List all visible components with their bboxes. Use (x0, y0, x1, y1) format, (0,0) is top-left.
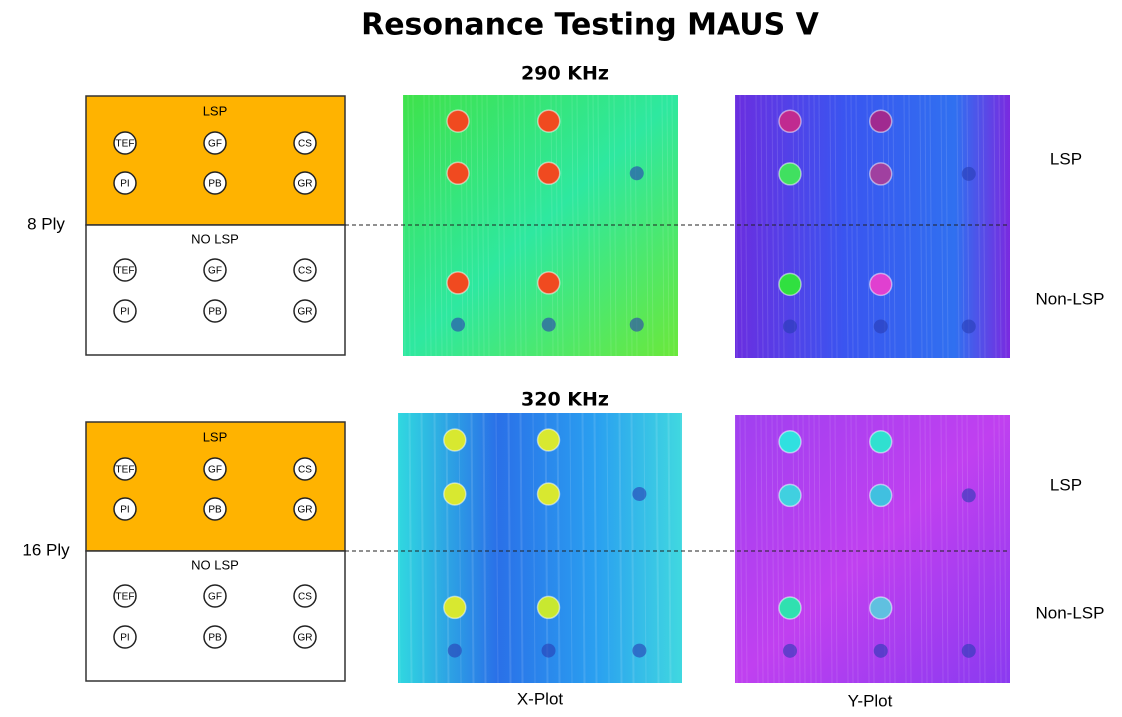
y-plot-image-spot (874, 319, 888, 333)
x-plot-image-spot (444, 483, 466, 505)
specimen-label: PB (208, 633, 222, 644)
x-plot-image-spot (538, 596, 560, 618)
specimen-label: PB (208, 505, 222, 516)
x-plot-image-spot (447, 110, 469, 132)
specimen-label: CS (298, 465, 312, 476)
x-plot-image-spot (447, 162, 469, 184)
diagram-bottom-label: NO LSP (191, 557, 239, 572)
y-plot-image-spot (870, 597, 892, 619)
specimen-label: TEF (116, 139, 135, 150)
y-plot-image-spot (874, 644, 888, 658)
y-plot-image-spot (779, 110, 801, 132)
y-plot-image-spot (870, 163, 892, 185)
x-plot-image-spot (538, 110, 560, 132)
row-label: Non-LSP (1036, 289, 1105, 308)
x-plot-image-spot (542, 644, 556, 658)
frequency-label: 320 KHz (521, 389, 609, 411)
y-plot-image-spot (779, 163, 801, 185)
page: {"title": "Resonance Testing MAUS V", "p… (0, 0, 1122, 712)
x-plot-image-spot (447, 272, 469, 294)
y-plot-image-spot (779, 597, 801, 619)
ply-label: 16 Ply (22, 540, 70, 559)
y-plot-label: Y-Plot (848, 691, 893, 710)
x-plot-image-spot (630, 318, 644, 332)
x-plot-image-spot (632, 644, 646, 658)
y-plot-image-spot (870, 273, 892, 295)
y-plot-image-spot (779, 431, 801, 453)
x-plot-image-spot (451, 318, 465, 332)
specimen-label: CS (298, 266, 312, 277)
diagram-top-label: LSP (203, 103, 228, 118)
row-label: Non-LSP (1036, 603, 1105, 622)
x-plot-label: X-Plot (517, 689, 564, 708)
specimen-label: PI (120, 505, 129, 516)
x-plot-image-spot (448, 644, 462, 658)
specimen-label: TEF (116, 266, 135, 277)
specimen-label: PB (208, 307, 222, 318)
y-plot-image-spot (870, 484, 892, 506)
specimen-label: GF (208, 266, 222, 277)
specimen-label: PI (120, 633, 129, 644)
specimen-label: GR (298, 307, 313, 318)
x-plot-image-spot (444, 596, 466, 618)
specimen-label: CS (298, 139, 312, 150)
x-plot-image-spot (444, 429, 466, 451)
row-label: LSP (1050, 149, 1082, 168)
specimen-label: CS (298, 592, 312, 603)
y-plot-image-spot (779, 273, 801, 295)
x-plot-image-spot (542, 318, 556, 332)
x-plot-image-spot (538, 429, 560, 451)
specimen-label: GR (298, 633, 313, 644)
x-plot-image-spot (630, 166, 644, 180)
y-plot-image-spot (779, 484, 801, 506)
y-plot-image-spot (870, 110, 892, 132)
specimen-label: PI (120, 179, 129, 190)
x-plot-image-spot (632, 487, 646, 501)
y-plot-image-spot (962, 644, 976, 658)
title: Resonance Testing MAUS V (361, 8, 820, 43)
x-plot-image-spot (538, 162, 560, 184)
specimen-label: PB (208, 179, 222, 190)
y-plot-image-spot (783, 644, 797, 658)
y-plot-image-spot (962, 167, 976, 181)
y-plot-image-spot (962, 488, 976, 502)
specimen-label: GF (208, 592, 222, 603)
specimen-label: GR (298, 179, 313, 190)
y-plot-image-spot (962, 319, 976, 333)
frequency-label: 290 KHz (521, 63, 609, 85)
diagram-top-label: LSP (203, 429, 228, 444)
y-plot-image-spot (783, 319, 797, 333)
x-plot-image (398, 413, 682, 683)
specimen-label: GF (208, 139, 222, 150)
ply-label: 8 Ply (27, 214, 65, 233)
x-plot-image-spot (538, 272, 560, 294)
figure: Resonance Testing MAUS V X-Plot Y-Plot 2… (0, 0, 1122, 712)
specimen-label: TEF (116, 465, 135, 476)
specimen-label: PI (120, 307, 129, 318)
specimen-label: TEF (116, 592, 135, 603)
specimen-label: GF (208, 465, 222, 476)
y-plot-image-spot (870, 431, 892, 453)
specimen-label: GR (298, 505, 313, 516)
diagram-bottom-label: NO LSP (191, 231, 239, 246)
x-plot-image-spot (538, 483, 560, 505)
row-label: LSP (1050, 475, 1082, 494)
